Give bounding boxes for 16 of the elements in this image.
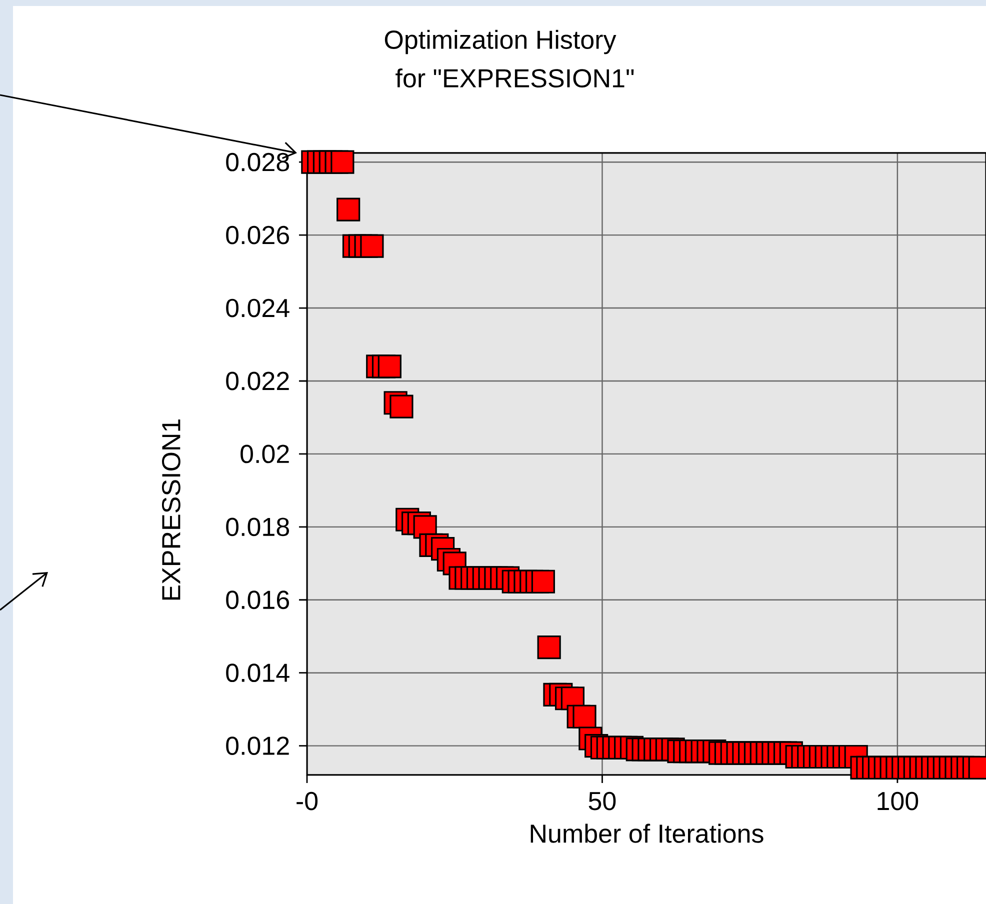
y-tick-label: 0.026	[226, 226, 289, 244]
y-tick-label: 0.028	[226, 152, 289, 172]
x-axis-title: Number of Iterations	[530, 824, 764, 843]
y-tick-label: 0.024	[226, 298, 290, 318]
y-tick-label: 0.02	[240, 444, 289, 464]
y-tick-label: 0.014	[226, 664, 290, 682]
y-tick-label: 0.022	[226, 372, 289, 390]
chart-title: Optimization History	[384, 30, 616, 54]
y-tick-label: 0.016	[226, 590, 289, 610]
x-tick-label: -0	[296, 792, 318, 810]
y-tick-label: 0.018	[226, 518, 289, 536]
y-tick-label: 0.012	[226, 736, 289, 755]
y-axis-title: EXPRESSION1	[162, 420, 180, 600]
x-tick-label: 50	[588, 792, 616, 810]
chart-subtitle: for "EXPRESSION1"	[396, 68, 634, 88]
x-tick-label: 100	[878, 792, 918, 810]
